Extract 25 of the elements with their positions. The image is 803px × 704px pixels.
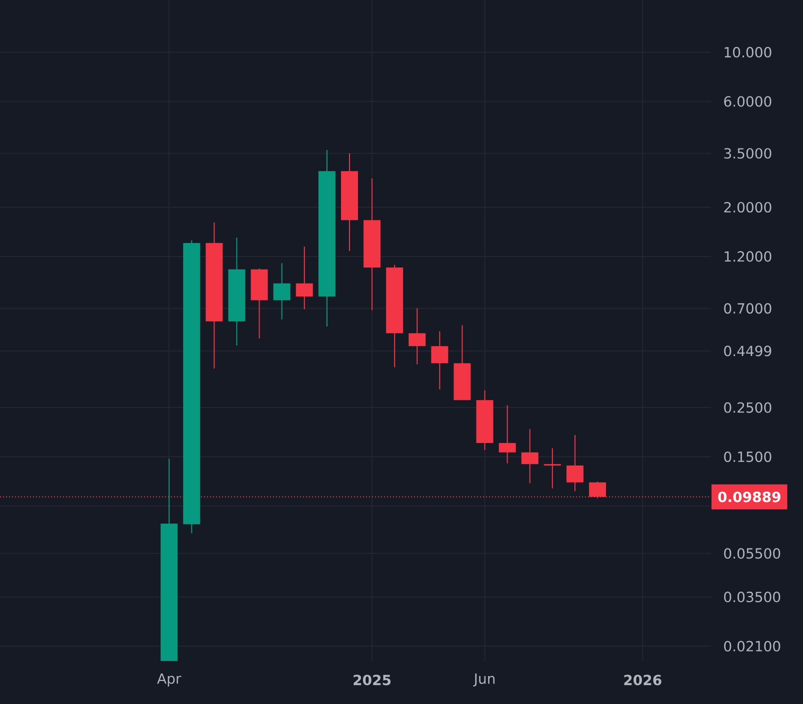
candlestick <box>408 308 426 365</box>
y-tick-label: 0.02100 <box>724 640 780 652</box>
x-tick-label: Jun <box>473 674 495 687</box>
y-tick-label: 0.05500 <box>724 548 780 559</box>
y-tick-label: 0.7000 <box>724 303 772 314</box>
x-tick-label: Apr <box>157 673 182 687</box>
x-tick-label: 2025 <box>354 674 391 686</box>
candlestick <box>296 246 313 310</box>
y-tick-label: 1.2000 <box>724 251 772 262</box>
x-tick-label: 2026 <box>624 674 662 686</box>
y-tick-label: 2.0000 <box>724 202 772 213</box>
y-tick-label: 6.0000 <box>724 96 772 107</box>
ref-line-label: 0.09889 <box>718 492 780 502</box>
candlestick <box>273 262 290 320</box>
y-tick-label: 0.4499 <box>724 346 772 356</box>
y-tick-label: 0.1500 <box>724 451 772 462</box>
y-tick-label: 10.000 <box>724 46 772 58</box>
y-tick-label: 3.5000 <box>724 148 772 159</box>
y-tick-label: 0.03500 <box>724 592 780 602</box>
candlestick <box>521 428 538 484</box>
candlestick <box>566 434 584 492</box>
candlestick <box>544 448 561 489</box>
candlestick <box>431 330 448 390</box>
y-tick-label: 0.2500 <box>724 402 772 413</box>
candlestick <box>498 404 516 464</box>
